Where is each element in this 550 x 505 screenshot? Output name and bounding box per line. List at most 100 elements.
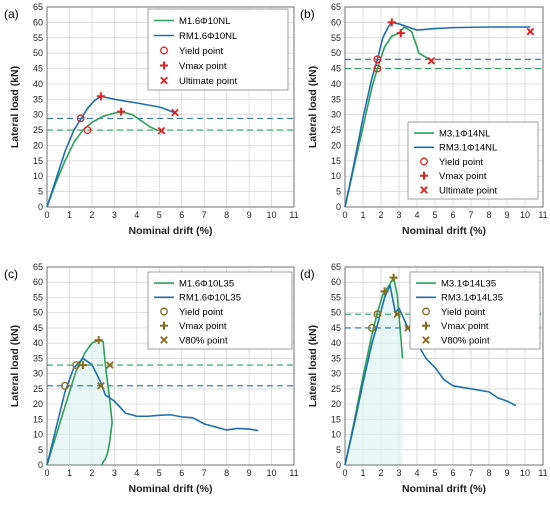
- x-tick-label: 5: [157, 210, 162, 220]
- y-tick-label: 35: [331, 353, 341, 363]
- y-tick-label: 10: [33, 430, 43, 440]
- y-tick-label: 40: [331, 79, 341, 89]
- ult-marker-b-4-d2: [427, 57, 436, 65]
- legend-box-b: [407, 121, 539, 200]
- legend-box-c: [147, 271, 293, 350]
- series-line-c-1: [46, 339, 113, 466]
- x-axis-label-b: Nominal drift (%): [402, 225, 486, 237]
- yield-marker-b-0: [373, 55, 382, 64]
- y-tick-label: 60: [33, 277, 43, 287]
- x-tick-label: 5: [432, 210, 437, 220]
- legend-label-a-0: M1.6Φ10NL: [179, 16, 230, 27]
- x-tick-label: 10: [520, 468, 530, 478]
- vmax-marker-d-3: [389, 273, 398, 282]
- legend-swatch-a-4-d2: [160, 76, 168, 85]
- yield-marker-b-1: [373, 64, 382, 73]
- x-tick-label: 3: [112, 468, 117, 478]
- x-tick-label: 11: [289, 210, 298, 220]
- y-tick-label: 45: [331, 323, 341, 333]
- vmax-marker-a-3: [117, 107, 126, 116]
- x-tick-label: 3: [112, 210, 117, 220]
- y-tick-label: 0: [38, 202, 43, 212]
- panel-label-d: (d): [300, 267, 315, 281]
- y-tick-label: 55: [33, 33, 43, 43]
- legend-swatch-b-4-d2: [420, 186, 428, 194]
- vmax-marker-a-2: [96, 92, 105, 101]
- x-tick-label: 6: [179, 210, 184, 220]
- x-tick-label: 7: [468, 468, 473, 478]
- x-tick-label: 5: [432, 468, 437, 478]
- v80-marker-d-4: [393, 310, 402, 319]
- legend-b: M3.1Φ14NL RM3.1Φ14NL Yield point Vmax point…: [407, 121, 539, 200]
- ult-marker-a-4: [157, 126, 166, 135]
- legend-label-d-1: RM3.1Φ14L35: [441, 293, 503, 304]
- x-tick-label: 3: [396, 210, 401, 220]
- x-axis-label-a: Nominal drift (%): [129, 225, 213, 237]
- legend-label-a-3: Vmax point: [179, 61, 227, 72]
- x-tick-label: 0: [44, 468, 49, 478]
- y-tick-label: 10: [331, 171, 341, 181]
- legend-swatch-a-3: [160, 61, 168, 70]
- legend-c: M1.6Φ10L35 RM1.6Φ10L35 Yield point Vmax poi…: [147, 271, 293, 350]
- legend-label-c-1: RM1.6Φ10L35: [179, 293, 241, 304]
- legend-swatch-d-4: [422, 336, 430, 344]
- ult-marker-a-4-d2: [157, 126, 166, 135]
- x-tick-label: 10: [267, 210, 277, 220]
- ult-marker-b-4: [427, 57, 436, 65]
- x-tick-label: 4: [134, 210, 139, 220]
- x-tick-label: 2: [89, 210, 94, 220]
- legend-label-c-4: V80% point: [179, 335, 228, 346]
- yield-marker-c-0: [61, 381, 69, 390]
- x-tick-label: 7: [468, 210, 473, 220]
- y-tick-label: 65: [33, 262, 43, 272]
- y-tick-label: 55: [331, 292, 341, 302]
- x-axis-label-d: Nominal drift (%): [402, 483, 486, 495]
- legend-swatch-d-4-d2: [422, 336, 430, 344]
- y-axis-label-b: Lateral load (kN): [307, 66, 319, 148]
- yield-marker-a-1: [83, 126, 92, 135]
- y-axis-label-a: Lateral load (kN): [9, 66, 21, 148]
- x-tick-label: 10: [267, 468, 277, 478]
- legend-swatch-b-4: [420, 186, 428, 194]
- y-tick-label: 45: [33, 64, 43, 74]
- x-tick-label: 2: [89, 468, 94, 478]
- ult-marker-a-5: [171, 108, 179, 117]
- x-tick-label: 6: [450, 210, 455, 220]
- legend-swatch-b-2: [420, 157, 428, 166]
- legend-swatch-c-4-d2: [160, 336, 168, 344]
- legend-swatch-c-4: [160, 336, 168, 344]
- y-tick-label: 40: [33, 338, 43, 348]
- plot-frame-d: [344, 266, 544, 466]
- ult-marker-b-5-d2: [526, 27, 535, 36]
- y-tick-label: 60: [331, 277, 341, 287]
- x-tick-label: 11: [538, 210, 547, 220]
- x-tick-label: 4: [414, 468, 419, 478]
- x-tick-label: 1: [360, 468, 365, 478]
- y-tick-label: 35: [33, 94, 43, 104]
- y-tick-label: 5: [38, 187, 43, 197]
- y-axis-label-d: Lateral load (kN): [307, 325, 319, 407]
- y-tick-label: 20: [33, 140, 43, 150]
- x-tick-label: 6: [450, 468, 455, 478]
- panel-b: (b)0 1 2 3 4 5 6 7 8 9 10 1105101520253035404550556…: [300, 2, 548, 237]
- x-axis-label-c: Nominal drift (%): [129, 483, 213, 495]
- legend-swatch-a-2: [160, 46, 168, 55]
- y-tick-label: 10: [331, 430, 341, 440]
- legend-label-b-1: RM3.1Φ14NL: [439, 143, 497, 154]
- v80-marker-d-4-d2: [393, 310, 402, 319]
- ult-marker-a-5-d2: [171, 108, 179, 117]
- y-tick-label: 15: [33, 156, 43, 166]
- legend-swatch-b-3: [420, 171, 428, 180]
- y-axis-label-c: Lateral load (kN): [9, 325, 21, 407]
- legend-label-d-3: Vmax point: [441, 321, 489, 332]
- x-tick-label: 9: [504, 468, 509, 478]
- ult-marker-b-5: [526, 27, 535, 36]
- vmax-marker-c-3: [94, 336, 103, 345]
- y-tick-label: 5: [38, 445, 43, 455]
- vmax-marker-b-3: [396, 29, 405, 38]
- legend-label-b-4: Ultimate point: [439, 185, 497, 196]
- panel-label-a: (a): [4, 7, 19, 21]
- x-tick-label: 5: [157, 468, 162, 478]
- x-tick-label: 9: [504, 210, 509, 220]
